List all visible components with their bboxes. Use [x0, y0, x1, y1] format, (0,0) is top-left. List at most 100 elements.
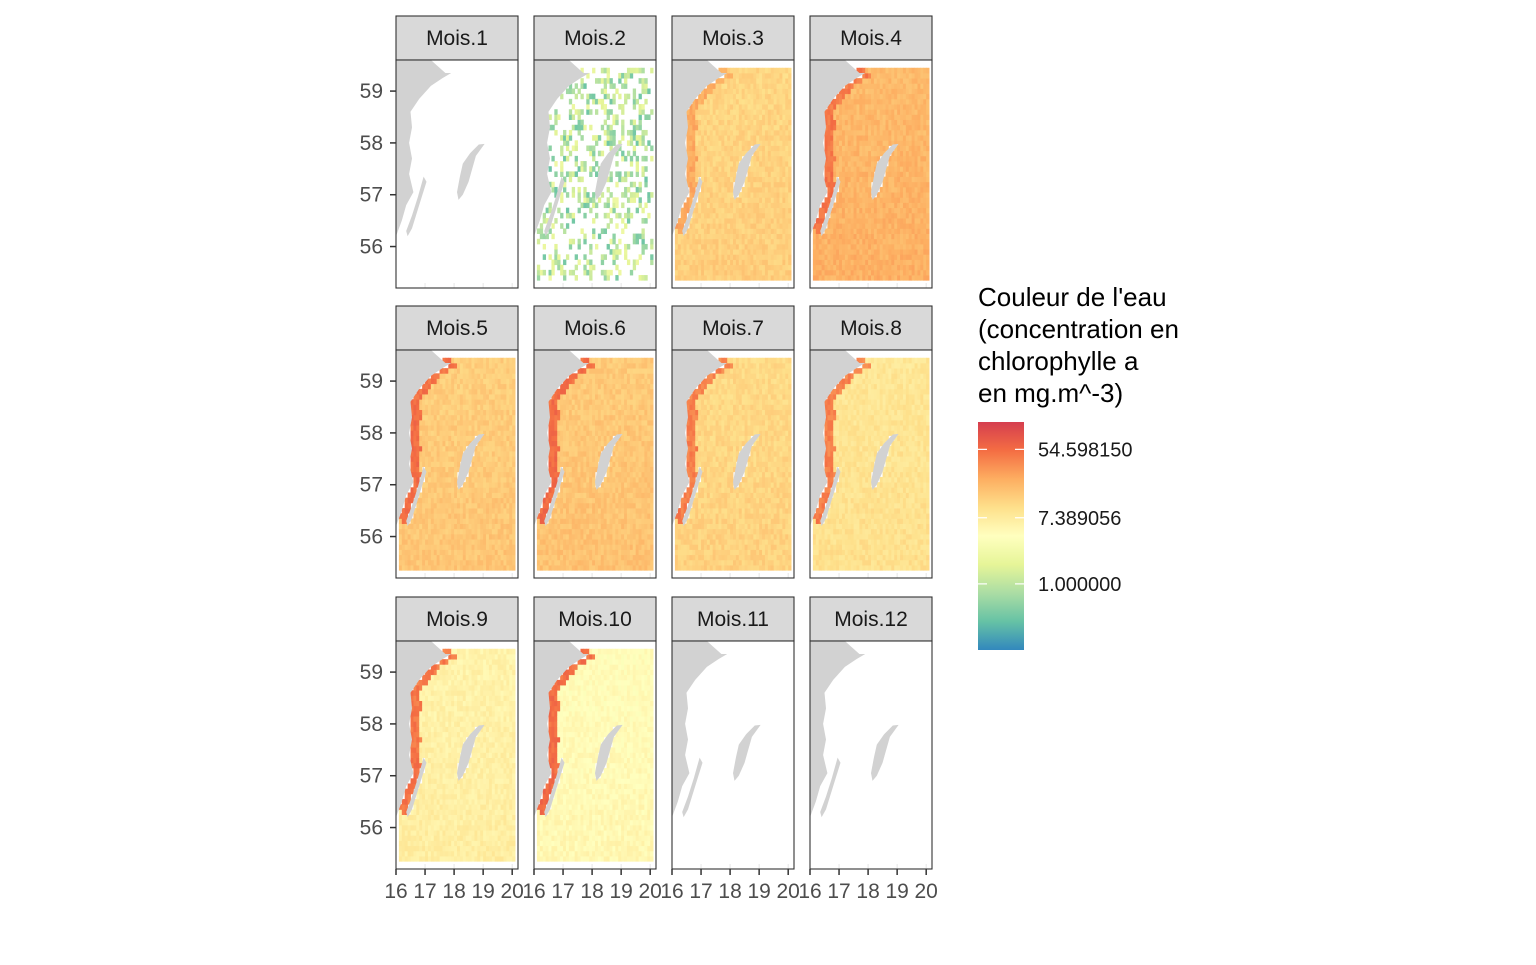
raster-cell: [713, 99, 716, 105]
raster-cell: [448, 446, 451, 452]
raster-cell: [413, 420, 416, 426]
raster-cell: [877, 151, 880, 157]
raster-cell: [894, 171, 897, 177]
raster-cell: [495, 446, 498, 452]
raster-cell: [486, 503, 489, 509]
raster-cell: [785, 151, 788, 157]
raster-cell: [739, 130, 742, 136]
raster-cell: [543, 254, 546, 260]
raster-cell: [437, 425, 440, 431]
raster-cell: [888, 192, 891, 198]
raster-cell: [871, 213, 874, 219]
raster-cell: [607, 244, 610, 250]
raster-cell: [874, 99, 877, 105]
raster-cell: [554, 425, 557, 431]
raster-cell: [765, 120, 768, 126]
raster-cell: [610, 270, 613, 276]
raster-cell: [627, 260, 630, 266]
raster-cell: [923, 203, 926, 209]
raster-cell: [492, 451, 495, 457]
raster-cell: [854, 89, 857, 95]
raster-cell: [411, 565, 414, 571]
raster-cell: [897, 192, 900, 198]
raster-cell: [915, 109, 918, 115]
raster-cell: [492, 482, 495, 488]
raster-cell: [466, 415, 469, 421]
raster-cell: [474, 430, 477, 436]
raster-cell: [713, 218, 716, 224]
raster-cell: [486, 379, 489, 385]
raster-cell: [630, 140, 633, 146]
raster-cell: [440, 379, 443, 385]
raster-cell: [399, 555, 402, 561]
raster-cell: [759, 275, 762, 281]
raster-cell: [641, 234, 644, 240]
raster-cell: [419, 529, 422, 535]
raster-cell: [785, 161, 788, 167]
raster-cell: [695, 213, 698, 219]
raster-cell: [888, 171, 891, 177]
raster-cell: [871, 171, 874, 177]
raster-cell: [859, 234, 862, 240]
raster-cell: [753, 171, 756, 177]
raster-cell: [897, 218, 900, 224]
raster-cell: [779, 109, 782, 115]
raster-cell: [716, 177, 719, 183]
raster-cell: [486, 565, 489, 571]
raster-cell: [771, 203, 774, 209]
raster-cell: [483, 513, 486, 519]
raster-cell: [615, 171, 618, 177]
raster-cell: [704, 140, 707, 146]
raster-cell: [727, 197, 730, 203]
raster-cell: [428, 410, 431, 416]
raster-cell: [512, 472, 515, 478]
raster-cell: [506, 363, 509, 369]
raster-cell: [701, 203, 704, 209]
raster-cell: [906, 254, 909, 260]
raster-cell: [923, 135, 926, 141]
raster-cell: [759, 197, 762, 203]
raster-cell: [480, 425, 483, 431]
raster-cell: [926, 161, 929, 167]
raster-cell: [880, 99, 883, 105]
raster-cell: [825, 249, 828, 255]
raster-cell: [733, 83, 736, 89]
raster-cell: [495, 544, 498, 550]
raster-cell: [416, 404, 419, 410]
raster-cell: [868, 249, 871, 255]
raster-cell: [718, 99, 721, 105]
raster-cell: [750, 254, 753, 260]
raster-cell: [405, 503, 408, 509]
raster-cell: [788, 146, 791, 152]
raster-cell: [689, 177, 692, 183]
raster-cell: [408, 534, 411, 540]
raster-cell: [480, 389, 483, 395]
raster-cell: [425, 508, 428, 514]
raster-cell: [768, 99, 771, 105]
raster-cell: [827, 130, 830, 136]
raster-cell: [848, 203, 851, 209]
raster-cell: [445, 441, 448, 447]
raster-cell: [779, 239, 782, 245]
raster-cell: [411, 467, 414, 473]
raster-cell: [472, 425, 475, 431]
raster-cell: [923, 197, 926, 203]
raster-cell: [771, 260, 774, 266]
raster-cell: [641, 104, 644, 110]
raster-cell: [408, 565, 411, 571]
raster-cell: [498, 441, 501, 447]
raster-cell: [624, 223, 627, 229]
raster-cell: [721, 239, 724, 245]
raster-cell: [880, 244, 883, 250]
raster-cell: [765, 213, 768, 219]
raster-cell: [641, 228, 644, 234]
raster-cell: [474, 373, 477, 379]
raster-cell: [498, 539, 501, 545]
raster-cell: [419, 565, 422, 571]
facet-panel: Mois.5: [396, 306, 518, 578]
raster-cell: [724, 192, 727, 198]
raster-cell: [592, 203, 595, 209]
raster-cell: [721, 120, 724, 126]
raster-cell: [704, 151, 707, 157]
raster-cell: [416, 425, 419, 431]
